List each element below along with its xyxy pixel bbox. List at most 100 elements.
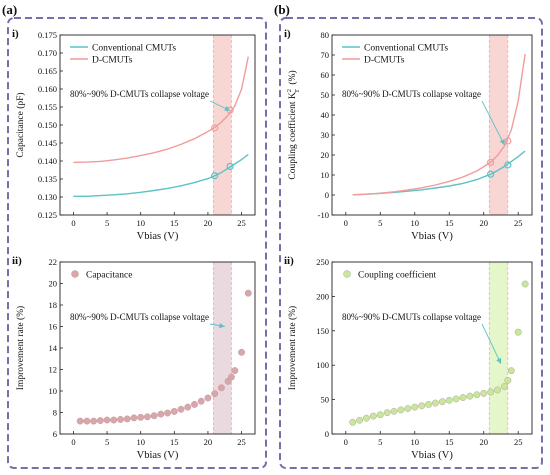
annotation-arrow <box>209 322 225 329</box>
y-tick-label: 150 <box>316 326 329 336</box>
data-point-16 <box>184 403 192 411</box>
y-tick-label: 0.160 <box>38 84 57 94</box>
y-tick-label: 0.150 <box>38 120 57 130</box>
x-tick-label: 15 <box>445 437 454 447</box>
series-marker-0-1 <box>226 162 234 170</box>
data-point-3 <box>369 412 377 420</box>
data-point-19 <box>480 390 488 397</box>
series-marker-0-0 <box>211 172 219 180</box>
y-axis-label: Improvement rate (%) <box>287 306 298 390</box>
y-tick-label: 8 <box>53 408 57 418</box>
y-tick-label: 22 <box>49 257 58 267</box>
y-tick-label: 200 <box>316 291 329 301</box>
data-point-26 <box>244 289 252 297</box>
data-point-0 <box>349 418 357 426</box>
y-tick-label: 20 <box>49 279 58 289</box>
y-tick-label: 0 <box>325 190 329 200</box>
data-point-24 <box>507 367 515 375</box>
legend-label-0: Conventional CMUTs <box>364 44 448 54</box>
legend-label-1: D-CMUTs <box>364 56 405 66</box>
series-marker-0-0 <box>487 170 495 178</box>
x-tick-label: 10 <box>136 218 145 228</box>
data-point-11 <box>150 412 158 420</box>
y-tick-label: 6 <box>53 429 57 439</box>
data-point-15 <box>452 395 460 403</box>
y-tick-label: 30 <box>321 130 330 140</box>
data-point-23 <box>228 373 235 381</box>
x-tick-label: 20 <box>479 437 488 447</box>
y-tick-label: 50 <box>321 395 330 405</box>
collapse-band <box>489 35 508 215</box>
y-tick-label: 0.165 <box>38 66 57 76</box>
panel-label-a: (a) <box>2 2 17 17</box>
y-tick-label: 0.170 <box>38 48 57 58</box>
legend-label-0: Conventional CMUTs <box>92 44 176 54</box>
collapse-band <box>213 35 232 215</box>
data-point-21 <box>217 384 225 392</box>
series-line-0 <box>73 153 249 197</box>
y-tick-label: 60 <box>321 70 330 80</box>
y-tick-label: 100 <box>316 360 329 370</box>
annotation-arrow <box>481 100 505 146</box>
data-point-1 <box>356 416 363 424</box>
x-tick-label: 5 <box>105 218 109 228</box>
data-point-7 <box>397 406 405 414</box>
data-point-24 <box>231 367 239 374</box>
y-tick-label: 12 <box>49 365 58 375</box>
data-point-23 <box>504 376 512 384</box>
y-tick-label: 0 <box>325 429 329 439</box>
y-tick-label: 250 <box>316 257 329 267</box>
y-tick-label: 50 <box>321 90 330 100</box>
data-point-9 <box>411 403 419 411</box>
y-tick-label: 0.145 <box>38 138 57 148</box>
x-tick-label: 20 <box>479 218 488 228</box>
x-tick-label: 0 <box>71 218 75 228</box>
plot-frame <box>331 34 533 216</box>
y-tick-label: -10 <box>318 210 329 220</box>
y-tick-label: 0.140 <box>38 156 57 166</box>
x-tick-label: 5 <box>378 437 382 447</box>
chart-a-i: 0 5 10 15 20 25 0.125 0.130 0.135 0.140 0.145 0.150… <box>12 28 256 242</box>
legend-label-1: D-CMUTs <box>92 56 133 66</box>
x-tick-label: 0 <box>344 218 348 228</box>
series-marker-1-0 <box>487 158 495 166</box>
series-line-1 <box>73 56 249 164</box>
x-tick-label: 20 <box>204 218 213 228</box>
data-point-5 <box>383 409 391 417</box>
subplot-label: i) <box>12 28 19 40</box>
plot-frame <box>331 261 533 435</box>
data-point-4 <box>376 411 384 419</box>
data-point-26 <box>521 280 529 288</box>
data-point-15 <box>177 405 185 413</box>
legend-swatch-0 <box>343 270 351 278</box>
data-point-18 <box>473 391 481 399</box>
x-tick-label: 25 <box>514 437 523 447</box>
y-axis-label: Coupling coefficient K2T (%) <box>286 70 301 179</box>
data-point-5 <box>110 416 118 424</box>
data-point-12 <box>157 410 165 418</box>
legend-label-0: Capacitance <box>86 271 132 281</box>
x-tick-label: 15 <box>170 218 179 228</box>
chart-b-i: 0 5 10 15 20 25 -10 0 10 20 30 40 50 60 70 80 Vbias (V) C… <box>284 28 533 242</box>
collapse-voltage-annotation: 80%~90% D-CMUTs collapse voltage <box>342 89 481 99</box>
y-tick-label: 0.125 <box>38 210 57 220</box>
y-tick-label: 0.175 <box>38 30 57 40</box>
data-point-25 <box>238 348 245 356</box>
y-tick-label: 10 <box>321 170 330 180</box>
data-point-9 <box>137 413 145 421</box>
subplot-label: ii) <box>284 255 294 267</box>
data-point-16 <box>459 394 467 401</box>
chart-a-ii: 0 5 10 15 20 25 6 8 10 12 14 16 18 20 22 Vbias (V) Impro… <box>12 255 256 461</box>
annotation-arrow <box>209 100 231 112</box>
data-point-3 <box>96 417 104 424</box>
x-tick-label: 25 <box>514 218 523 228</box>
x-tick-label: 5 <box>105 437 109 447</box>
y-tick-label: 0.130 <box>38 192 57 202</box>
data-point-8 <box>130 414 138 422</box>
data-point-4 <box>103 416 111 424</box>
x-tick-label: 10 <box>411 218 420 228</box>
data-point-10 <box>144 413 151 421</box>
data-point-25 <box>514 328 522 336</box>
data-point-2 <box>363 414 370 422</box>
